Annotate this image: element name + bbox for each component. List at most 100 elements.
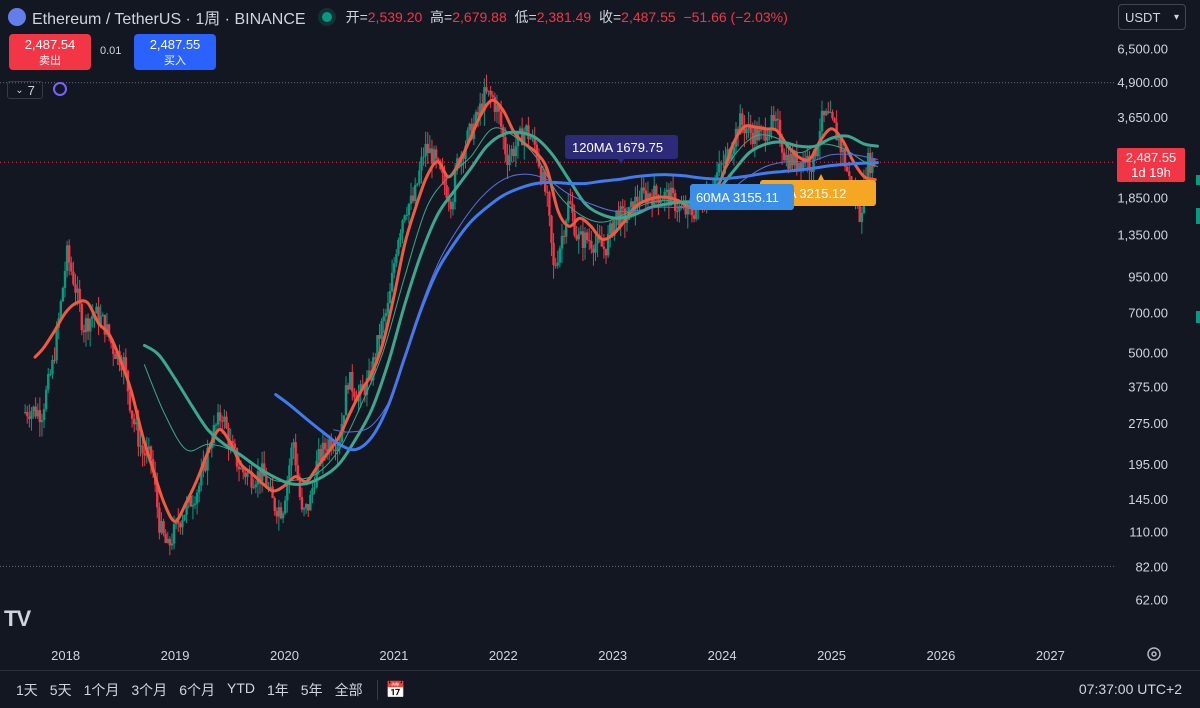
ethereum-logo-icon: [8, 8, 26, 26]
candle-body: [749, 124, 752, 133]
range-button[interactable]: 6个月: [179, 681, 215, 698]
candle-body: [386, 303, 390, 314]
candle-body: [82, 330, 86, 333]
spread-value: 0.01: [100, 45, 122, 57]
candle-body: [170, 543, 174, 546]
range-buttons: 1天 5天 1个月 3个月 6个月 YTD 1年 5年 全部: [10, 680, 369, 700]
candle-body: [156, 484, 159, 508]
candle-body: [785, 154, 788, 161]
sync-icon[interactable]: [53, 82, 67, 96]
range-button[interactable]: YTD: [226, 679, 255, 696]
candle-body: [189, 495, 193, 507]
range-button[interactable]: 1个月: [83, 681, 120, 698]
candle-body: [177, 520, 180, 524]
candle-body: [388, 291, 392, 304]
candle-body: [686, 203, 689, 215]
timezone-clock[interactable]: 07:37:00 UTC+2: [1078, 681, 1182, 697]
candle-body: [722, 163, 725, 165]
candle-body: [319, 448, 323, 461]
candle-body: [843, 149, 847, 167]
candle-body: [393, 263, 396, 273]
current-price: 2,487.55: [1125, 150, 1177, 165]
sell-button[interactable]: 2,487.54 卖出: [9, 34, 91, 70]
candle-body: [548, 192, 551, 216]
candle-body: [449, 201, 453, 210]
y-tick-label: 82.00: [1135, 559, 1168, 574]
candle-body: [122, 357, 125, 371]
candle-body: [621, 206, 624, 209]
candle-body: [778, 119, 782, 144]
candle-body: [244, 472, 247, 477]
sell-label: 卖出: [39, 55, 61, 67]
range-button[interactable]: 5年: [300, 681, 323, 698]
candle-body: [218, 412, 222, 421]
candle-body: [564, 220, 568, 237]
candle-body: [824, 111, 828, 116]
range-button[interactable]: 全部: [334, 681, 363, 698]
candle-body: [474, 112, 478, 124]
y-tick-label: 4,900.00: [1117, 75, 1168, 90]
bottom-toolbar: 1天 5天 1个月 3个月 6个月 YTD 1年 5年 全部 📅 07:37:00 UTC+2: [0, 670, 1200, 708]
open-label: 开=: [345, 9, 368, 25]
candle-body: [822, 110, 826, 116]
sell-price: 2,487.54: [24, 37, 76, 52]
candle-body: [101, 314, 104, 317]
candle-body: [281, 513, 285, 519]
candle-body: [577, 234, 580, 240]
candle-body: [275, 510, 278, 517]
candle-body: [143, 453, 146, 456]
candle-body: [403, 215, 406, 221]
tradingview-logo-icon[interactable]: TV: [4, 606, 31, 631]
candle-body: [443, 172, 446, 186]
candle-body: [252, 487, 255, 489]
candle-body: [642, 187, 645, 191]
x-tick-label: 2018: [51, 648, 80, 663]
high-value: 2,679.88: [452, 9, 507, 25]
candle-body: [579, 231, 583, 235]
symbol-title[interactable]: Ethereum / TetherUS · 1周 · BINANCE: [32, 11, 306, 28]
x-tick-label: 2024: [708, 648, 737, 663]
grid-layer: [0, 82, 1200, 567]
indicators-toggle[interactable]: ⌄ 7: [7, 81, 43, 99]
range-button[interactable]: 1年: [266, 681, 289, 698]
candle-body: [99, 316, 102, 325]
ma120-label[interactable]: 120MA 1679.75: [565, 135, 678, 164]
candle-body: [481, 103, 484, 112]
candle-body: [506, 154, 509, 166]
buy-button[interactable]: 2,487.55 买入: [134, 34, 216, 70]
y-tick-label: 275.00: [1128, 416, 1168, 431]
candle-body: [799, 162, 803, 170]
market-status-icon[interactable]: [321, 12, 332, 22]
candle-body: [193, 503, 197, 505]
candle-body: [59, 301, 63, 319]
settings-gear-icon[interactable]: [1147, 647, 1161, 661]
candle-body: [397, 239, 400, 255]
chart-area[interactable]: 6,500.004,900.003,650.002,650.001,850.00…: [0, 0, 1200, 670]
ma60-label[interactable]: 60MA 3155.11: [690, 184, 794, 210]
candle-body: [690, 206, 694, 216]
range-button[interactable]: 3个月: [131, 681, 168, 698]
candle-body: [348, 372, 352, 390]
candle-body: [718, 163, 721, 173]
candle-body: [583, 232, 587, 248]
moving-average-line: [274, 161, 879, 452]
calendar-range-icon[interactable]: 📅: [385, 681, 406, 699]
candle-body: [478, 103, 482, 116]
price-chart[interactable]: 6,500.004,900.003,650.002,650.001,850.00…: [0, 0, 1200, 670]
range-button[interactable]: 5天: [49, 681, 72, 698]
candle-body: [445, 185, 448, 198]
open-value: 2,539.20: [367, 9, 423, 25]
currency-select[interactable]: USDT ▾: [1118, 4, 1186, 30]
range-button[interactable]: 1天: [16, 681, 38, 698]
moving-average-line: [142, 130, 879, 486]
candle-body: [250, 471, 253, 488]
candle-body: [688, 203, 692, 207]
x-tick-label: 2021: [379, 648, 408, 663]
candle-body: [755, 127, 759, 141]
candle-body: [541, 171, 545, 182]
candle-body: [298, 479, 302, 498]
candle-body: [665, 189, 669, 192]
candle-body: [520, 128, 524, 146]
candle-body: [133, 418, 136, 425]
candle-body: [290, 447, 293, 466]
